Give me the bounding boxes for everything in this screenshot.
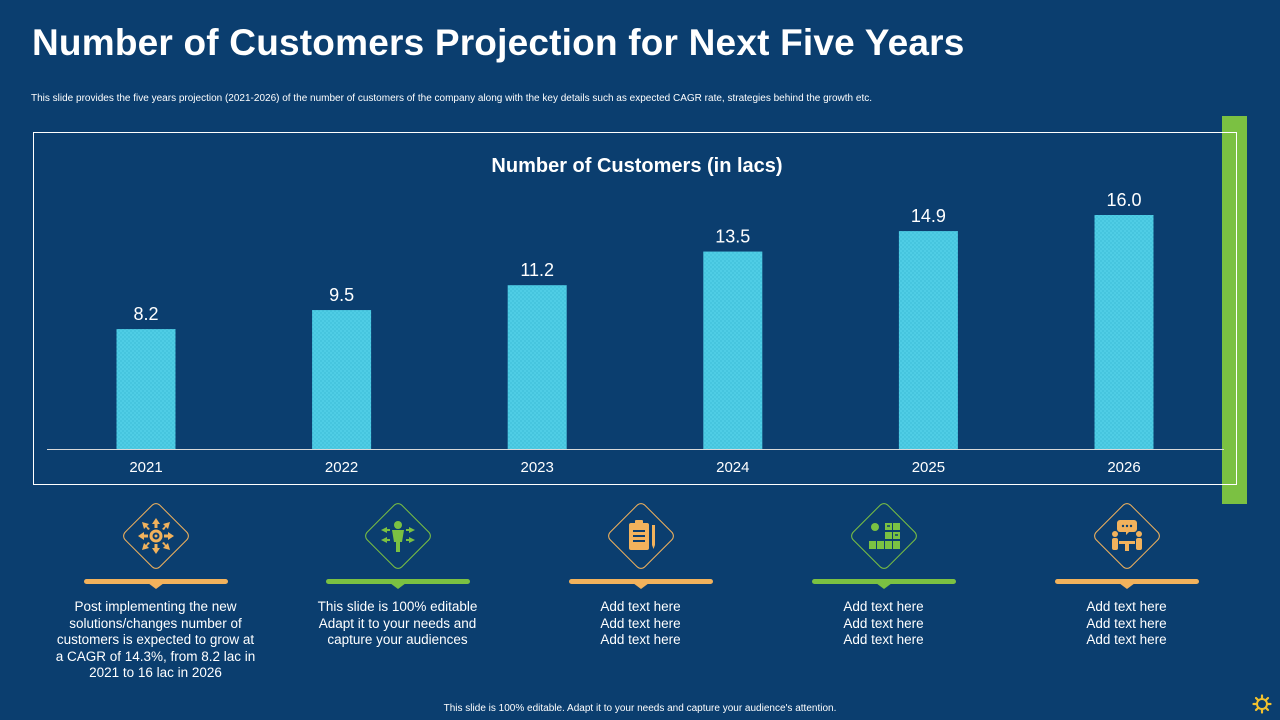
icon-badge (120, 500, 192, 572)
column-text: Add text here Add text here Add text her… (600, 599, 681, 647)
bar-2025 (898, 231, 958, 449)
info-column-4: Add text here Add text here Add text her… (762, 500, 1005, 649)
x-tick-label-2024: 2024 (716, 459, 749, 476)
data-label-2025: 14.9 (911, 206, 946, 226)
page-title: Number of Customers Projection for Next … (32, 22, 965, 63)
icon-badge (605, 500, 677, 572)
column-text: This slide is 100% editable Adapt it to … (317, 599, 478, 647)
x-tick-label-2026: 2026 (1107, 459, 1140, 476)
column-text: Add text here Add text here Add text her… (843, 599, 924, 647)
icon-badge (848, 500, 920, 572)
icon-badge (362, 500, 434, 572)
icon-badge (1091, 500, 1163, 572)
info-column-2: This slide is 100% editable Adapt it to … (276, 500, 519, 649)
data-label-2023: 11.2 (520, 260, 554, 280)
info-column-1: Post implementing the new solutions/chan… (34, 500, 277, 682)
pointer-bar (568, 579, 713, 589)
data-label-2022: 9.5 (329, 285, 354, 305)
strategy-board-icon (868, 523, 900, 549)
column-text: Add text here Add text here Add text her… (1086, 599, 1167, 647)
page-subtitle: This slide provides the five years proje… (31, 93, 873, 104)
info-column-5: Add text here Add text here Add text her… (1005, 500, 1248, 649)
team-discussion-icon (1111, 520, 1142, 551)
footer-note: This slide is 100% editable. Adapt it to… (443, 703, 837, 714)
bar-2024 (703, 251, 763, 449)
x-tick-label-2025: 2025 (912, 459, 945, 476)
info-column-3: Add text here Add text here Add text her… (519, 500, 762, 649)
x-tick-label-2021: 2021 (129, 459, 162, 476)
bar-2022 (312, 310, 372, 449)
x-tick-label-2023: 2023 (521, 459, 554, 476)
pointer-bar (1054, 579, 1199, 589)
arrows-converging-gear-icon (137, 518, 174, 554)
chart-title: Number of Customers (in lacs) (491, 155, 782, 177)
pointer-bar (811, 579, 956, 589)
bar-2021 (116, 329, 176, 449)
data-label-2026: 16.0 (1106, 190, 1141, 210)
column-text: Post implementing the new solutions/chan… (55, 599, 256, 680)
x-tick-label-2022: 2022 (325, 459, 358, 476)
person-arrows-icon (380, 521, 415, 552)
chart-frame (33, 132, 1237, 485)
data-label-2021: 8.2 (133, 304, 158, 324)
pointer-bar (325, 579, 470, 589)
bar-2026 (1094, 215, 1154, 449)
bar-2023 (507, 285, 567, 449)
gear-icon[interactable] (1252, 694, 1272, 714)
clipboard-pen-icon (628, 520, 655, 550)
pointer-bar (83, 579, 228, 589)
data-label-2024: 13.5 (715, 227, 750, 247)
accent-side-bar (1222, 116, 1247, 504)
